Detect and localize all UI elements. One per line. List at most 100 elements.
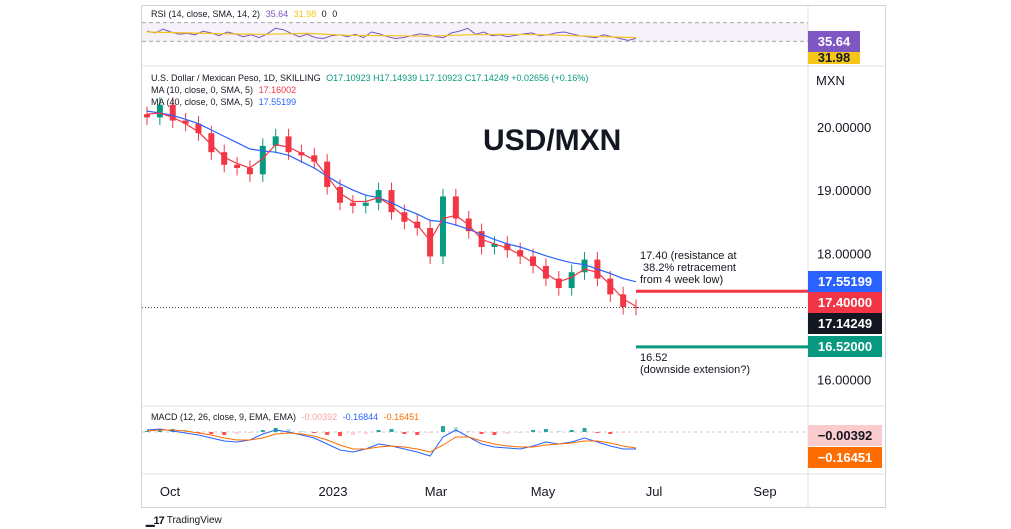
- candle-body-18: [375, 190, 382, 203]
- macd-hist-bar-21: [415, 432, 420, 435]
- macd-legend: MACD (12, 26, close, 9, EMA, EMA) -0.003…: [151, 412, 419, 423]
- macd-hist-bar-8: [247, 432, 252, 433]
- macd-hist-bar-22: [428, 432, 433, 433]
- candle-body-11: [285, 136, 292, 153]
- macd-hist-bar-26: [479, 432, 484, 434]
- candle-body-15: [337, 186, 344, 203]
- rsi-ma-value-tag: 31.98: [808, 52, 860, 64]
- ma40-line: [146, 110, 637, 283]
- macd-hist-bar-16: [350, 432, 355, 435]
- macd-signal-line: [146, 429, 637, 453]
- macd-hist-bar-33: [569, 430, 574, 432]
- candle-body-13: [311, 155, 318, 162]
- ma40-legend: MA (40, close, 0, SMA, 5) 17.55199: [151, 97, 296, 108]
- price-y-tick-1: 19.00000: [817, 183, 871, 198]
- rsi-series-1: [146, 31, 637, 39]
- rsi-legend-extra-1: 0: [321, 9, 327, 19]
- candle-body-10: [272, 136, 279, 146]
- candle-body-4: [195, 123, 202, 134]
- rsi-legend-extra-2: 0: [332, 9, 338, 19]
- x-tick-0: Oct: [160, 484, 181, 499]
- macd-hist-bar-28: [505, 432, 510, 434]
- candle-body-29: [517, 250, 524, 257]
- candle-body-24: [452, 196, 459, 219]
- ma40-legend-name: MA (40, close, 0, SMA, 5): [151, 97, 254, 107]
- x-tick-4: Jul: [646, 484, 663, 499]
- macd-hist-bar-31: [543, 429, 548, 432]
- macd-hist-bar-38: [634, 432, 638, 433]
- macd-hist-bar-34: [582, 428, 587, 432]
- macd-hist-bar-7: [235, 432, 240, 434]
- macd-hist-bar-15: [338, 432, 343, 436]
- candle-body-8: [246, 167, 253, 175]
- resistance-price-tag: 17.40000: [808, 292, 882, 314]
- ma40-price-tag: 17.55199: [808, 271, 882, 293]
- x-tick-2: Mar: [425, 484, 448, 499]
- tradingview-logo: ▁17 TradingView: [146, 514, 222, 527]
- x-tick-1: 2023: [319, 484, 348, 499]
- candle-body-7: [234, 164, 241, 168]
- x-tick-5: Sep: [753, 484, 776, 499]
- candle-body-36: [607, 278, 614, 295]
- support-annotation-text: 16.52 (downside extension?): [640, 351, 751, 376]
- currency-label: MXN: [816, 73, 845, 88]
- candle-body-27: [491, 243, 498, 247]
- macd-hist-bar-32: [556, 431, 561, 432]
- macd-hist-bar-5: [209, 432, 214, 434]
- macd-legend-name: MACD (12, 26, close, 9, EMA, EMA): [151, 412, 297, 422]
- symbol-name: U.S. Dollar / Mexican Peso, 1D, SKILLING: [151, 73, 321, 83]
- ma40-legend-value: 17.55199: [258, 97, 297, 107]
- macd-signal-value: -0.16451: [383, 412, 420, 422]
- rsi-series-0: [146, 27, 637, 41]
- candle-body-34: [581, 259, 588, 273]
- candle-body-37: [620, 294, 627, 308]
- support-annotation: 16.52 (downside extension?): [640, 352, 750, 376]
- macd-hist-bar-29: [518, 432, 523, 433]
- rsi-value-tag: 35.64: [808, 31, 860, 52]
- macd-hist-bar-13: [312, 432, 317, 433]
- ma10-legend: MA (10, close, 0, SMA, 5) 17.16002: [151, 85, 296, 96]
- macd-hist-bar-23: [440, 426, 445, 432]
- macd-hist-tag: −0.00392: [808, 425, 882, 446]
- price-y-tick-0: 20.00000: [817, 120, 871, 135]
- macd-hist-value: -0.00392: [301, 412, 338, 422]
- tradingview-logo-icon: ▁17: [146, 515, 165, 527]
- macd-line: [146, 428, 636, 457]
- macd-hist-bar-30: [531, 430, 536, 432]
- macd-hist-bar-25: [466, 431, 471, 432]
- ohlc-values: O17.10923 H17.14939 L17.10923 C17.14249 …: [326, 73, 589, 83]
- tradingview-brand: TradingView: [166, 515, 222, 526]
- candle-body-16: [349, 202, 356, 206]
- candle-body-6: [221, 152, 228, 165]
- candle-body-32: [555, 278, 562, 289]
- macd-hist-bar-19: [389, 429, 394, 432]
- macd-hist-bar-1: [157, 430, 162, 432]
- macd-hist-bar-6: [222, 432, 227, 435]
- rsi-legend: RSI (14, close, SMA, 14, 2) 35.64 31.98 …: [151, 9, 337, 20]
- candle-body-2: [169, 104, 176, 121]
- rsi-ma-legend-value: 31.98: [293, 9, 317, 19]
- candle-body-30: [530, 256, 537, 266]
- last-price-tag: 17.14249: [808, 313, 882, 335]
- macd-hist-bar-37: [621, 432, 626, 433]
- candle-body-1: [156, 104, 163, 118]
- macd-hist-bar-18: [376, 430, 381, 432]
- ma10-legend-name: MA (10, close, 0, SMA, 5): [151, 85, 254, 95]
- candle-body-22: [427, 228, 434, 257]
- rsi-legend-value: 35.64: [265, 9, 289, 19]
- candle-body-38: [633, 307, 639, 309]
- rsi-band: [142, 22, 808, 42]
- macd-hist-bar-11: [286, 429, 291, 432]
- price-y-tick-2: 18.00000: [817, 246, 871, 261]
- support-price-tag: 16.52000: [808, 336, 882, 358]
- macd-hist-bar-27: [492, 432, 497, 435]
- chart-title: USD/MXN: [483, 124, 622, 157]
- candle-body-3: [182, 120, 189, 124]
- macd-signal-tag: −0.16451: [808, 447, 882, 468]
- ma10-legend-value: 17.16002: [258, 85, 297, 95]
- resistance-annotation: 17.40 (resistance at 38.2% retracement f…: [640, 250, 737, 286]
- resistance-annotation-text: 17.40 (resistance at 38.2% retracement f…: [640, 250, 737, 287]
- candle-body-19: [388, 190, 395, 213]
- macd-hist-bar-0: [145, 431, 149, 432]
